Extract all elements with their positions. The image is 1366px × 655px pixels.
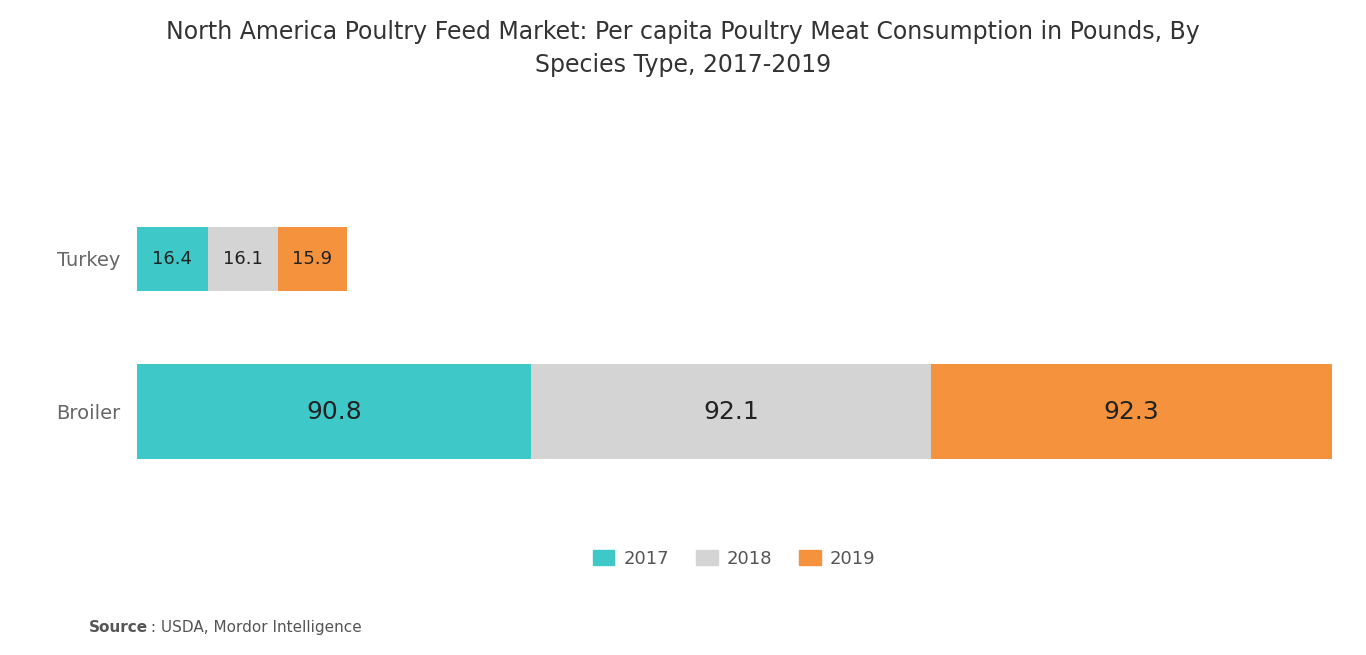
Text: 16.4: 16.4 xyxy=(152,250,193,268)
Text: : USDA, Mordor Intelligence: : USDA, Mordor Intelligence xyxy=(146,620,362,635)
Bar xyxy=(531,364,932,459)
Text: Source: Source xyxy=(89,620,148,635)
Text: North America Poultry Feed Market: Per capita Poultry Meat Consumption in Pounds: North America Poultry Feed Market: Per c… xyxy=(167,20,1199,77)
Bar xyxy=(277,227,347,291)
Text: 16.1: 16.1 xyxy=(223,250,262,268)
Text: 92.3: 92.3 xyxy=(1104,400,1160,424)
Text: 90.8: 90.8 xyxy=(306,400,362,424)
Bar xyxy=(932,364,1332,459)
Text: 15.9: 15.9 xyxy=(292,250,332,268)
Text: 92.1: 92.1 xyxy=(703,400,759,424)
Bar xyxy=(137,227,208,291)
Bar xyxy=(137,364,531,459)
Bar xyxy=(208,227,277,291)
Legend: 2017, 2018, 2019: 2017, 2018, 2019 xyxy=(593,550,876,568)
